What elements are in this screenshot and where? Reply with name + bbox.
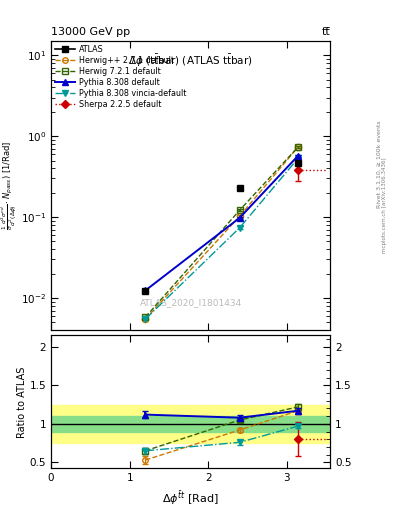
- Y-axis label: Ratio to ATLAS: Ratio to ATLAS: [17, 366, 27, 438]
- Text: tt̅: tt̅: [321, 28, 330, 37]
- Text: $\Delta\phi$ (t$\bar{\rm t}$bar) (ATLAS t$\bar{\rm t}$bar): $\Delta\phi$ (t$\bar{\rm t}$bar) (ATLAS …: [128, 53, 253, 69]
- Y-axis label: $\frac{1}{\sigma}\frac{d^2\sigma^{nd}}{d^2(\Delta\phi)}\cdot N_{pass}$) [1/Rad]: $\frac{1}{\sigma}\frac{d^2\sigma^{nd}}{d…: [0, 141, 18, 230]
- Text: ATLAS_2020_I1801434: ATLAS_2020_I1801434: [140, 298, 242, 307]
- Text: mcplots.cern.ch [arXiv:1306.3436]: mcplots.cern.ch [arXiv:1306.3436]: [382, 157, 387, 252]
- Bar: [51, 404, 330, 443]
- Legend: ATLAS, Herwig++ 2.7.1 default, Herwig 7.2.1 default, Pythia 8.308 default, Pythi: ATLAS, Herwig++ 2.7.1 default, Herwig 7.…: [53, 44, 188, 111]
- X-axis label: $\Delta\phi^{\bar{t}t}$ [Rad]: $\Delta\phi^{\bar{t}t}$ [Rad]: [162, 489, 219, 506]
- Bar: [51, 416, 330, 432]
- Text: Rivet 3.1.10, ≥ 100k events: Rivet 3.1.10, ≥ 100k events: [377, 120, 382, 208]
- Text: 13000 GeV pp: 13000 GeV pp: [51, 28, 130, 37]
